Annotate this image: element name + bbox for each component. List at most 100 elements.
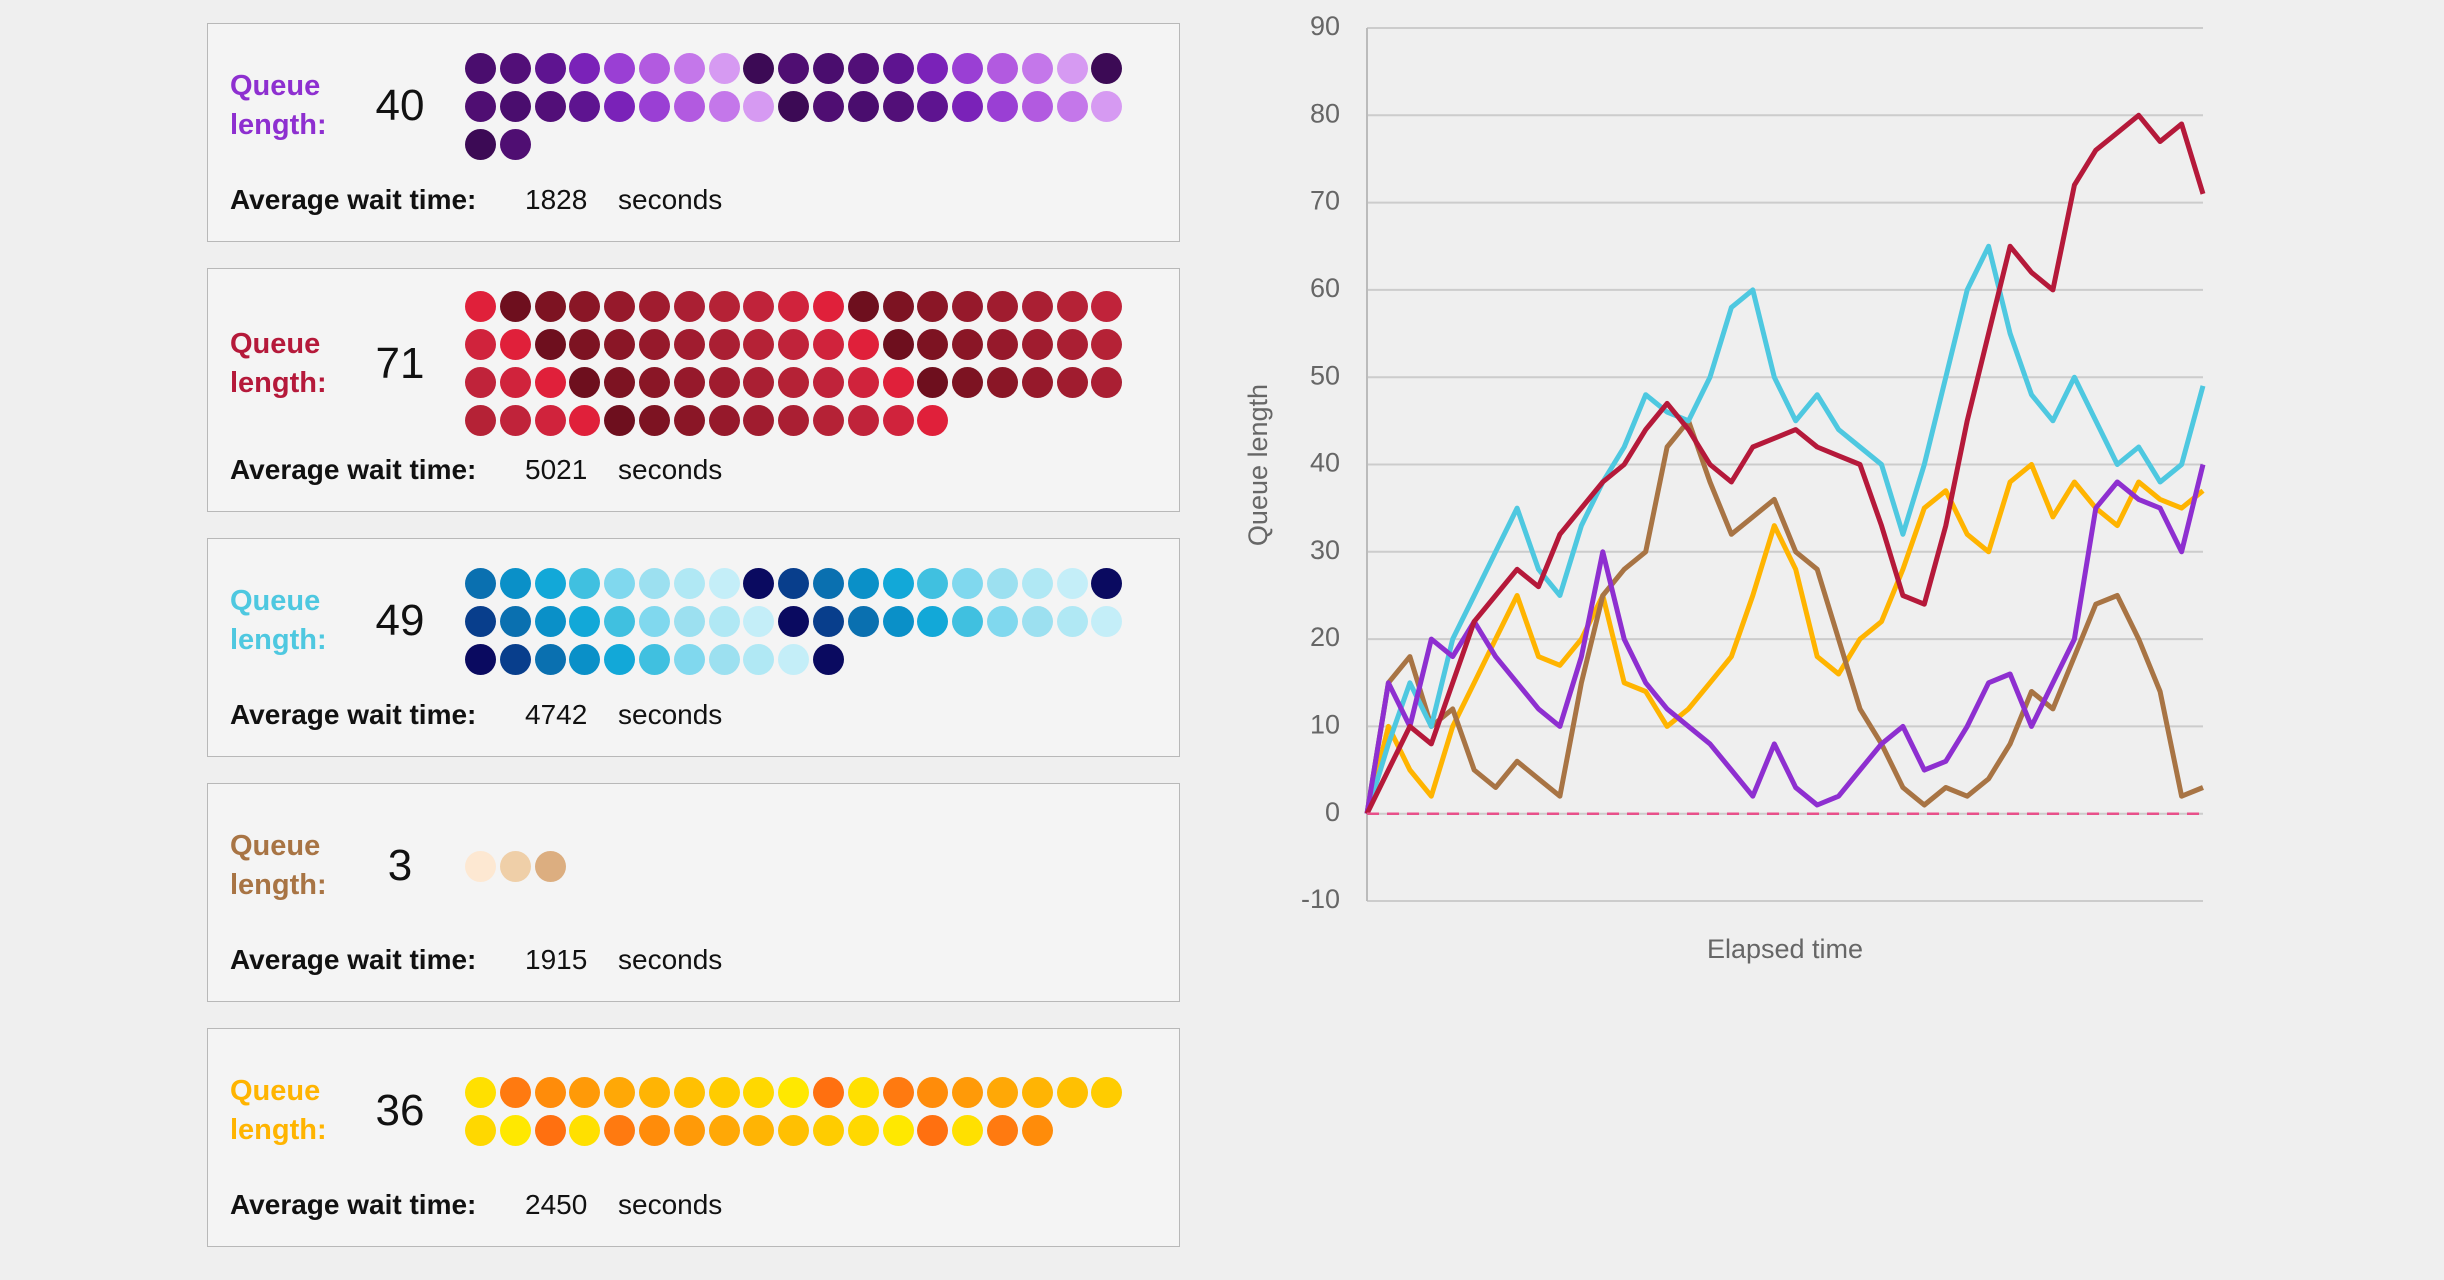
queue-dot <box>465 567 496 599</box>
queue-dot <box>569 52 601 84</box>
queue-dot <box>882 567 914 599</box>
queue-dot <box>604 291 636 322</box>
queue-dot <box>534 1076 566 1108</box>
queue-dot <box>847 1114 879 1146</box>
queue-dot <box>569 643 601 675</box>
queue-dots <box>465 850 1130 882</box>
queue-dot <box>778 605 810 637</box>
queue-dot <box>569 291 601 322</box>
queue-dot <box>604 405 636 436</box>
queue-row: Queue length: 71 <box>230 291 1179 436</box>
y-tick-label: 30 <box>1310 535 1340 565</box>
queue-dot <box>499 643 531 675</box>
queue-dot <box>569 329 601 360</box>
series-line <box>1364 112 2206 815</box>
queue-dot <box>917 1076 949 1108</box>
queue-panel: Queue length: 3 Average wait time: 1915 seco… <box>207 783 1180 1002</box>
queue-dot <box>743 1076 775 1108</box>
queue-label: Queue length: <box>230 327 327 399</box>
queue-dot <box>499 1076 531 1108</box>
queue-dot <box>743 90 775 122</box>
queue-dot <box>638 643 670 675</box>
y-tick-label: 20 <box>1310 622 1340 652</box>
queue-dot <box>917 1114 949 1146</box>
queue-row: Queue length: 40 <box>230 46 1179 166</box>
y-tick-label: -10 <box>1301 884 1340 914</box>
queue-dot <box>1056 1076 1088 1108</box>
queue-dot <box>708 567 740 599</box>
queue-dot <box>673 643 705 675</box>
queue-dot <box>534 1114 566 1146</box>
queue-dot <box>917 405 949 436</box>
queue-dot <box>882 1076 914 1108</box>
queue-dot <box>499 567 531 599</box>
queue-dot <box>812 367 844 398</box>
queue-dot <box>638 1076 670 1108</box>
series-line <box>1364 463 2206 815</box>
queue-dot <box>534 291 566 322</box>
queue-length: 3 <box>387 841 413 890</box>
queue-dot <box>952 90 984 122</box>
queue-dot <box>743 567 775 599</box>
queue-dot <box>604 367 636 398</box>
queue-dot <box>465 52 496 84</box>
queue-dot <box>534 850 566 882</box>
queue-dot <box>917 329 949 360</box>
queue-dot <box>673 1114 705 1146</box>
queue-dot <box>534 52 566 84</box>
queue-dot <box>465 405 496 436</box>
x-axis-title: Elapsed time <box>1707 934 1863 964</box>
queue-dots <box>465 567 1130 675</box>
queue-dot <box>986 367 1018 398</box>
queue-dot <box>882 329 914 360</box>
queue-dot <box>1056 605 1088 637</box>
queue-dot <box>1091 605 1123 637</box>
queue-dot <box>604 1076 636 1108</box>
queue-dot <box>465 1114 496 1146</box>
queue-dot <box>708 605 740 637</box>
queue-dot <box>534 405 566 436</box>
queue-dot <box>812 1076 844 1108</box>
queue-row: Queue length: 49 <box>230 561 1179 681</box>
queue-dot <box>1021 1076 1053 1108</box>
queue-dot <box>465 1076 496 1108</box>
queue-dot <box>465 291 496 322</box>
queue-label: Queue length: <box>230 830 327 901</box>
queue-dot <box>499 367 531 398</box>
wait-value: 1828 <box>525 184 588 215</box>
series-line <box>1364 418 2204 815</box>
queue-dot <box>1021 567 1053 599</box>
queue-dot <box>708 367 740 398</box>
queue-dot <box>465 643 496 675</box>
wait-row: Average wait time: 2450 seconds <box>230 1185 1179 1225</box>
wait-row: Average wait time: 4742 seconds <box>230 695 1179 735</box>
queue-dot <box>465 128 496 160</box>
queue-dot <box>1056 329 1088 360</box>
queue-dot <box>847 52 879 84</box>
queue-label: Queue length: <box>230 585 327 656</box>
queue-dot <box>986 1114 1018 1146</box>
queue-dot <box>534 643 566 675</box>
queue-dot <box>1091 367 1123 398</box>
queue-dot <box>986 329 1018 360</box>
queue-dot <box>708 52 740 84</box>
queue-dot <box>1091 1076 1123 1108</box>
queue-dot <box>952 329 984 360</box>
queue-dot <box>778 643 810 675</box>
queue-dot <box>1056 367 1088 398</box>
queue-dot <box>1091 52 1123 84</box>
queue-dot <box>917 367 949 398</box>
queue-dot <box>1021 367 1053 398</box>
queue-dot <box>708 90 740 122</box>
y-axis-title: Queue length <box>1243 384 1273 546</box>
y-tick-label: 40 <box>1310 448 1340 478</box>
queue-dot <box>917 291 949 322</box>
wait-label: Average wait time: <box>230 184 477 215</box>
queue-dot <box>499 90 531 122</box>
queue-dot <box>1056 52 1088 84</box>
queue-dot <box>743 1114 775 1146</box>
queue-dot <box>778 567 810 599</box>
queue-dot <box>534 605 566 637</box>
queue-dot <box>569 90 601 122</box>
